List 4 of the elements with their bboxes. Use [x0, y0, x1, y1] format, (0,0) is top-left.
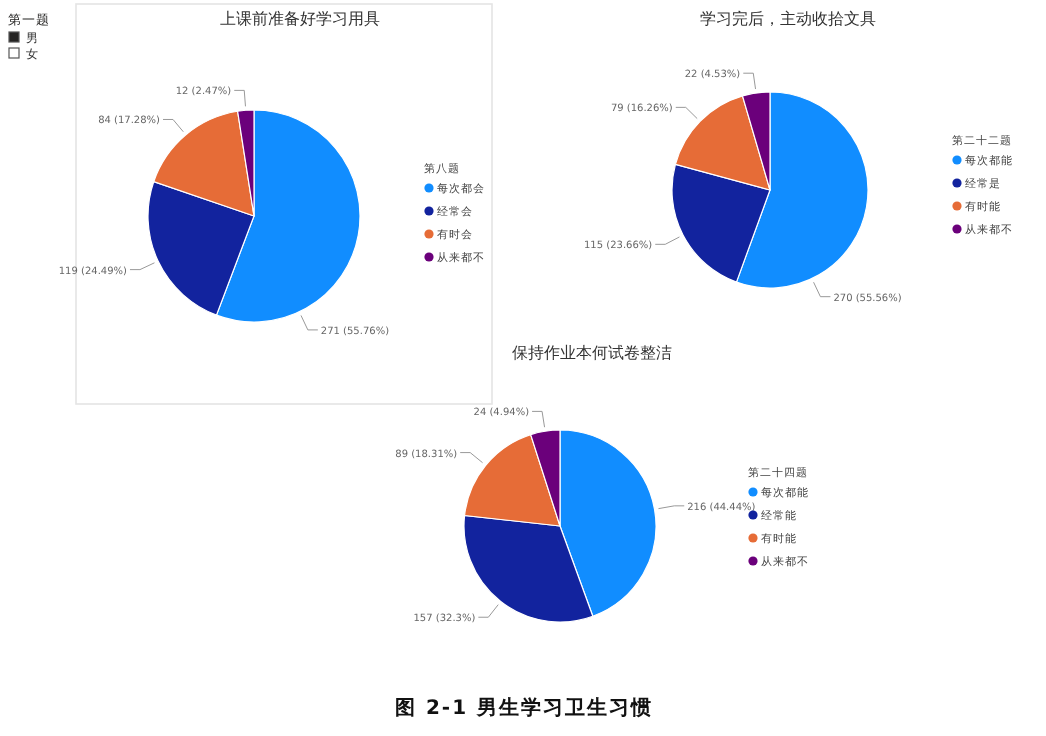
chart-title: 上课前准备好学习用具: [220, 10, 380, 28]
chart-title: 保持作业本何试卷整洁: [512, 344, 672, 362]
caption: 图 2-1 男生学习卫生习惯: [394, 696, 654, 720]
chart-title: 学习完后，主动收拾文具: [700, 10, 876, 28]
